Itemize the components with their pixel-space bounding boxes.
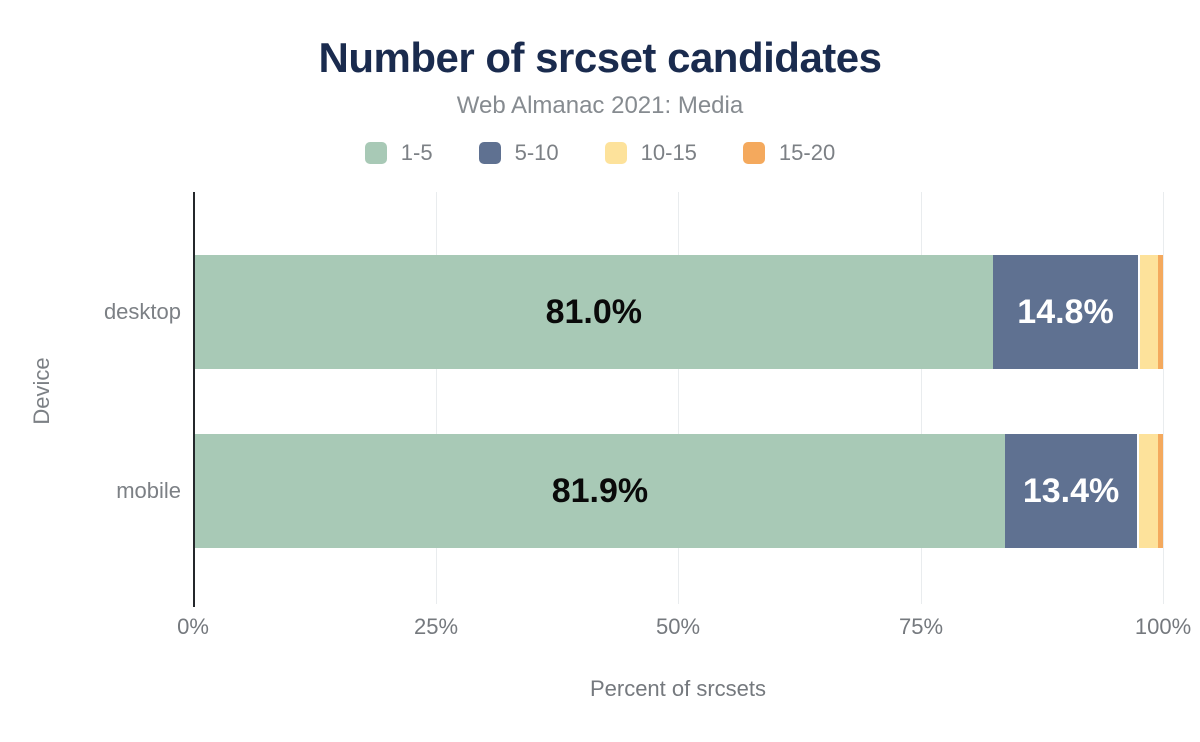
legend-item-10-15: 10-15 [604, 140, 697, 165]
chart-subtitle: Web Almanac 2021: Media [456, 92, 744, 119]
x-tick-label-50%: 50% [655, 614, 701, 639]
legend-item-15-20: 15-20 [742, 140, 836, 165]
legend-swatch-1-5 [364, 142, 387, 164]
legend-item-1-5: 1-5 [364, 140, 433, 165]
legend-item-label: 15-20 [778, 140, 836, 165]
bar-value-label: 81.0% [545, 292, 643, 331]
chart-title: Number of srcset candidates [318, 34, 882, 81]
gridline-25% [436, 192, 437, 604]
bar-segment-mobile-10-15 [1137, 434, 1159, 548]
y-axis-line [193, 192, 195, 607]
bar-desktop: 81.0% 14.8% [195, 255, 1163, 369]
x-tick-label-100%: 100% [1134, 614, 1192, 639]
bar-mobile: 81.9% 13.4% [195, 434, 1163, 548]
bar-value-label: 14.8% [1017, 292, 1114, 331]
x-tick-label-25%: 25% [413, 614, 459, 639]
legend-item-label: 5-10 [514, 140, 559, 165]
legend-swatch-5-10 [478, 142, 501, 164]
bar-segment-desktop-1-5: 81.0% [195, 255, 993, 369]
category-label-mobile: mobile [116, 478, 181, 503]
bar-value-label: 13.4% [1022, 471, 1120, 510]
gridline-50% [678, 192, 679, 604]
gridline-75% [921, 192, 922, 604]
bar-segment-mobile-1-5: 81.9% [195, 434, 1005, 548]
gridline-100% [1163, 192, 1164, 604]
plot-area: 81.0% 14.8% 81.9% 13.4% [193, 192, 1164, 607]
y-axis-title: Device [29, 357, 54, 425]
bar-segment-desktop-15-20 [1158, 255, 1163, 369]
legend-item-label: 1-5 [400, 140, 433, 165]
bar-segment-mobile-15-20 [1158, 434, 1163, 548]
bar-segment-desktop-10-15 [1138, 255, 1159, 369]
legend-swatch-15-20 [742, 142, 765, 164]
legend-item-label: 10-15 [640, 140, 697, 165]
category-label-desktop: desktop [103, 299, 181, 324]
bar-segment-mobile-5-10: 13.4% [1004, 434, 1138, 548]
x-tick-label-0%: 0% [177, 614, 209, 639]
x-axis-title: Percent of srcsets [589, 676, 767, 701]
x-tick-label-75%: 75% [898, 614, 944, 639]
legend-item-5-10: 5-10 [478, 140, 559, 165]
legend-swatch-10-15 [604, 142, 627, 164]
bar-segment-desktop-5-10: 14.8% [992, 255, 1139, 369]
legend: 1-5 5-10 10-15 15-20 [0, 141, 1200, 165]
bar-value-label: 81.9% [551, 471, 649, 510]
